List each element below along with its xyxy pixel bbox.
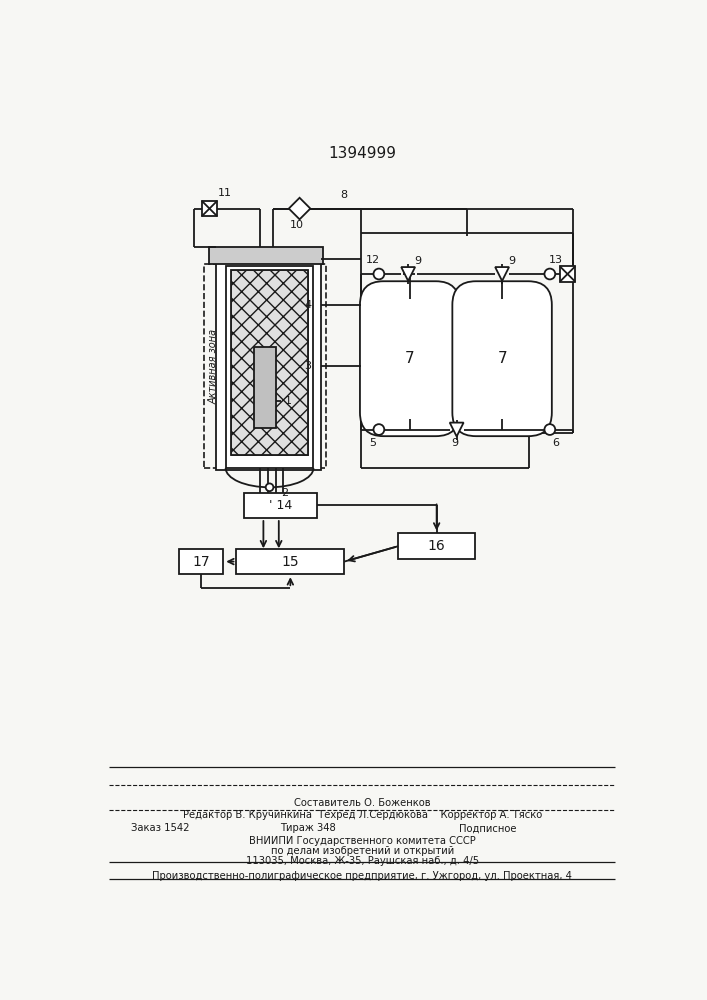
Text: 15: 15: [281, 555, 299, 569]
Text: 12: 12: [366, 255, 380, 265]
Bar: [179, 549, 223, 574]
Text: Тираж 348: Тираж 348: [280, 823, 336, 833]
Bar: [231, 270, 308, 455]
Text: 1: 1: [286, 396, 292, 406]
Bar: [560, 266, 575, 282]
FancyBboxPatch shape: [360, 281, 460, 436]
Text: 16: 16: [428, 539, 445, 553]
Text: 1394999: 1394999: [328, 146, 397, 161]
Polygon shape: [402, 267, 415, 281]
Text: Подписное: Подписное: [459, 823, 516, 833]
Text: Производственно-полиграфическое предприятие, г. Ужгород, ул. Проектная, 4: Производственно-полиграфическое предприя…: [153, 871, 572, 881]
Circle shape: [373, 269, 385, 279]
Text: по делам изобретений и открытий: по делам изобретений и открытий: [271, 846, 454, 856]
Text: ' 14: ' 14: [269, 499, 292, 512]
Text: 9: 9: [452, 438, 459, 448]
Text: Составитель О. Боженков: Составитель О. Боженков: [294, 798, 431, 808]
Text: 7: 7: [405, 351, 414, 366]
Bar: [204, 264, 326, 468]
Polygon shape: [288, 198, 310, 219]
Bar: [201, 201, 217, 216]
Circle shape: [266, 483, 274, 491]
Bar: [209, 247, 322, 264]
Text: 9: 9: [414, 256, 421, 266]
Polygon shape: [495, 267, 509, 281]
Text: 13: 13: [549, 255, 563, 265]
Bar: [236, 549, 344, 574]
Bar: [398, 533, 475, 559]
Circle shape: [544, 424, 555, 435]
Bar: [231, 270, 308, 455]
Bar: [244, 493, 317, 518]
Text: Редактор В. Кручинкина  Техред Л.Сердюкова    Корректор А. Тяско: Редактор В. Кручинкина Техред Л.Сердюков…: [182, 810, 542, 820]
FancyBboxPatch shape: [452, 281, 552, 436]
Text: 10: 10: [289, 220, 303, 230]
Text: ВНИИПИ Государственного комитета СССР: ВНИИПИ Государственного комитета СССР: [249, 836, 476, 846]
Text: 113035, Москва, Ж-35, Раушская наб., д. 4/5: 113035, Москва, Ж-35, Раушская наб., д. …: [246, 856, 479, 866]
Bar: [254, 347, 276, 428]
Bar: [216, 251, 321, 470]
Text: 8: 8: [341, 190, 348, 200]
Text: 4: 4: [305, 300, 312, 310]
Text: Активная зона: Активная зона: [209, 328, 218, 404]
Text: Заказ 1542: Заказ 1542: [131, 823, 189, 833]
Polygon shape: [450, 423, 464, 436]
Text: 17: 17: [192, 555, 210, 569]
Circle shape: [373, 424, 385, 435]
Text: 3: 3: [305, 361, 312, 371]
Text: 6: 6: [552, 438, 559, 448]
Bar: [226, 266, 313, 468]
Circle shape: [544, 269, 555, 279]
Text: 2: 2: [281, 488, 288, 498]
Text: 7: 7: [497, 351, 507, 366]
Text: 11: 11: [218, 188, 232, 198]
Text: 5: 5: [369, 438, 376, 448]
Text: 9: 9: [508, 256, 515, 266]
